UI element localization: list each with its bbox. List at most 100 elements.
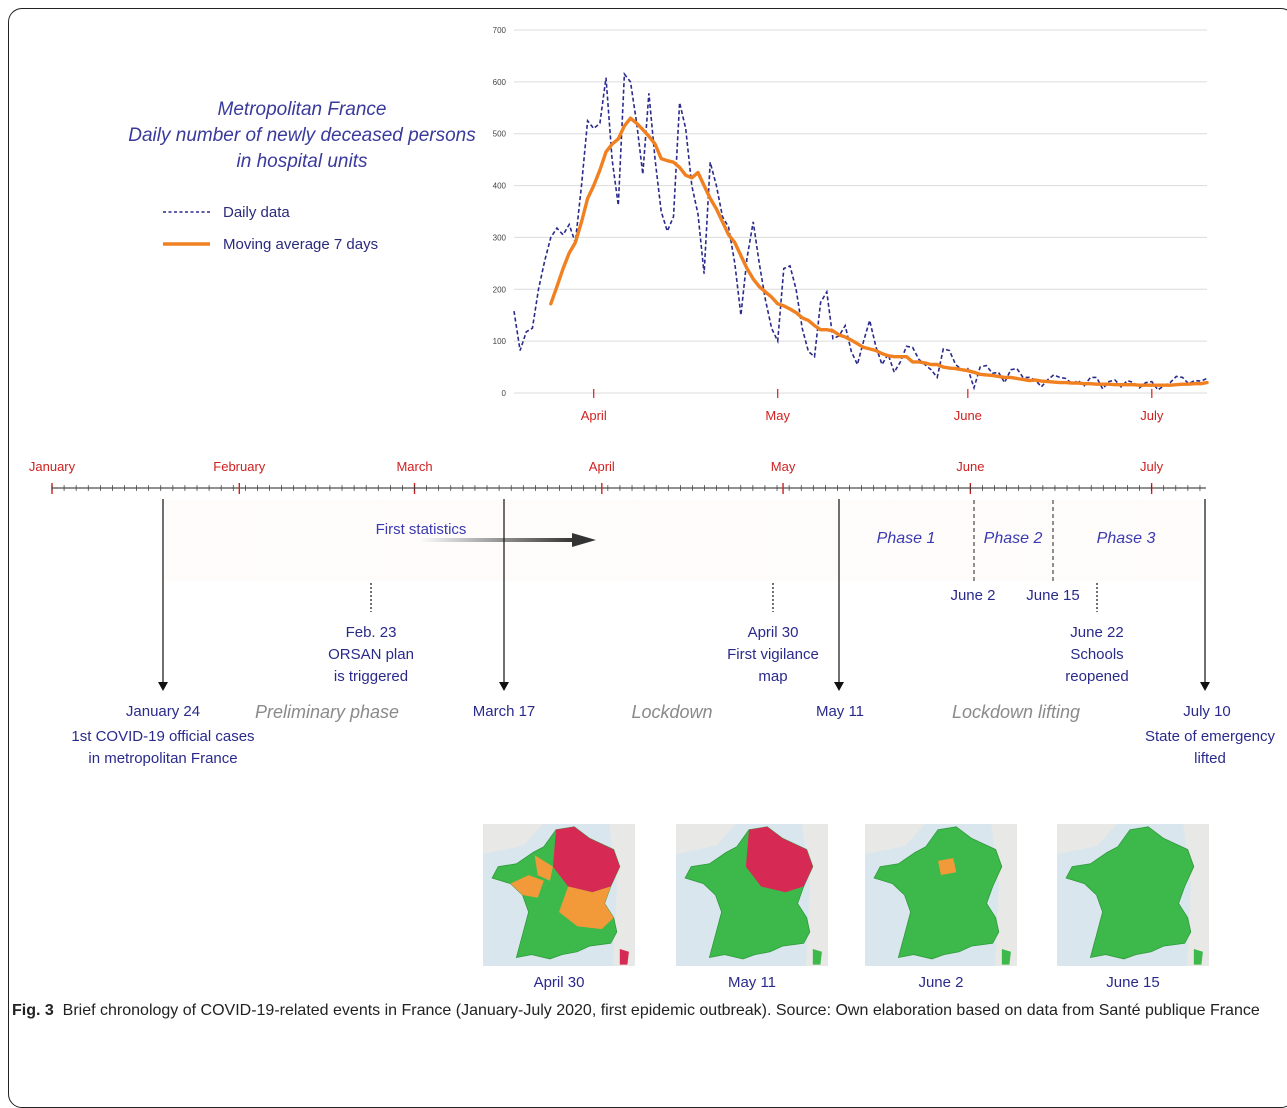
- phase-3-label: Phase 3: [1097, 530, 1156, 547]
- map-corsica-green: [1001, 949, 1011, 965]
- map-region-orange-west: [510, 875, 544, 898]
- map-region-orange-east: [559, 886, 614, 930]
- caption-text: Brief chronology of COVID-19-related eve…: [62, 1002, 1260, 1019]
- x-tick-label-april: April: [581, 408, 607, 423]
- may11-marker-arrow: [834, 682, 844, 691]
- jun22-line-2: Schools: [1070, 646, 1123, 663]
- first-statistics-annotation: First statistics: [376, 521, 596, 547]
- x-tick-label-july: July: [1140, 408, 1164, 423]
- jul10-date: July 10: [1183, 703, 1231, 720]
- lockdown-lifting-label: Lockdown lifting: [952, 702, 1080, 722]
- timeline-month-march: March: [396, 459, 432, 474]
- feb23-line-3: is triggered: [334, 668, 408, 685]
- period-band: [165, 500, 1201, 581]
- chart-title-line-3: in hospital units: [237, 151, 368, 172]
- phase-labels: Phase 1 Phase 2 Phase 3: [877, 530, 1156, 547]
- may11-date: May 11: [816, 703, 864, 720]
- legend-label-daily: Daily data: [223, 204, 290, 221]
- vigilance-map-june-2: June 2: [865, 824, 1017, 991]
- jan24-line-3: in metropolitan France: [88, 750, 237, 767]
- feb23-date: Feb. 23: [346, 624, 397, 641]
- vigilance-maps: April 30 May 11 June 2 June 15: [483, 824, 1209, 991]
- jun15-label: June 15: [1026, 587, 1079, 604]
- map-england-land: [676, 824, 736, 854]
- first-statistics-label: First statistics: [376, 521, 467, 538]
- mar17-date: March 17: [473, 703, 536, 720]
- figure-caption: Fig. 3 Brief chronology of COVID-19-rela…: [12, 999, 1277, 1022]
- timeline: January February March April May June July Fir…: [29, 459, 1276, 767]
- jan24-line-2: 1st COVID-19 official cases: [71, 728, 254, 745]
- timeline-month-labels: January February March April May June July: [29, 459, 1164, 474]
- map-france-green: [873, 826, 1003, 960]
- chart-title-line-1: Metropolitan France: [218, 99, 387, 120]
- preliminary-phase-label: Preliminary phase: [255, 702, 399, 722]
- jul10-marker-arrow: [1200, 682, 1210, 691]
- map-label-june-15: June 15: [1106, 974, 1159, 991]
- map-corsica-red: [619, 949, 629, 965]
- vigilance-map-april-30: April 30: [483, 824, 635, 991]
- y-tick-label-600: 600: [493, 78, 507, 87]
- phase-1-label: Phase 1: [877, 530, 936, 547]
- figure-svg: 0 100 200 300 400 500 600 700 April May June July …: [29, 26, 1276, 991]
- y-tick-label-700: 700: [493, 26, 507, 35]
- daily-data-series-line: [513, 71, 1208, 391]
- timeline-month-february: February: [213, 459, 266, 474]
- y-tick-label-300: 300: [493, 233, 507, 242]
- x-tick-label-may: May: [765, 408, 790, 423]
- chart-title: Metropolitan France Daily number of newl…: [128, 99, 476, 172]
- jun22-line-3: reopened: [1065, 668, 1128, 685]
- jul10-line-3: lifted: [1194, 750, 1226, 767]
- grid-lines: [514, 29, 1207, 394]
- map-region-red: [745, 826, 813, 893]
- timeline-month-april: April: [589, 459, 615, 474]
- lockdown-label: Lockdown: [631, 702, 712, 722]
- map-region-red: [552, 826, 620, 893]
- map-region-orange-north: [534, 855, 553, 881]
- map-label-may-11: May 11: [728, 974, 776, 991]
- feb23-line-2: ORSAN plan: [328, 646, 414, 663]
- map-region-orange-paris: [938, 858, 957, 876]
- y-tick-label-100: 100: [493, 337, 507, 346]
- jan24-marker-arrow: [158, 682, 168, 691]
- x-tick-label-june: June: [954, 408, 982, 423]
- jun22-date: June 22: [1070, 624, 1123, 641]
- y-tick-label-200: 200: [493, 285, 507, 294]
- timeline-month-may: May: [771, 459, 796, 474]
- vigilance-map-june-15: June 15: [1057, 824, 1209, 991]
- jan24-date: January 24: [126, 703, 200, 720]
- legend: Daily data Moving average 7 days: [163, 204, 378, 253]
- y-tick-label-500: 500: [493, 130, 507, 139]
- timeline-month-july: July: [1140, 459, 1164, 474]
- map-corsica-green: [812, 949, 822, 965]
- mar17-marker-arrow: [499, 682, 509, 691]
- map-label-april-30: April 30: [534, 974, 585, 991]
- map-corsica-green: [1193, 949, 1203, 965]
- apr30-line-3: map: [758, 668, 787, 685]
- vigilance-map-may-11: May 11: [676, 824, 828, 991]
- apr30-line-2: First vigilance: [727, 646, 819, 663]
- map-france-green: [1065, 826, 1195, 960]
- map-england-land: [865, 824, 925, 854]
- map-england-land: [483, 824, 543, 854]
- apr30-date: April 30: [748, 624, 799, 641]
- event-markers: [158, 499, 1210, 691]
- timeline-month-january: January: [29, 459, 76, 474]
- jun2-label: June 2: [950, 587, 995, 604]
- timeline-month-june: June: [956, 459, 984, 474]
- first-statistics-arrow-shaft: [418, 538, 574, 542]
- legend-label-moving-average: Moving average 7 days: [223, 236, 378, 253]
- y-axis-tick-labels: 0 100 200 300 400 500 600 700: [493, 26, 507, 398]
- map-label-june-2: June 2: [918, 974, 963, 991]
- map-england-land: [1057, 824, 1117, 854]
- event-labels: June 2 June 15 Feb. 23 ORSAN plan is tri…: [71, 587, 1275, 767]
- y-tick-label-400: 400: [493, 182, 507, 191]
- moving-average-series-line: [549, 116, 1209, 387]
- x-axis: April May June July: [581, 389, 1164, 423]
- first-statistics-arrow-head: [572, 533, 596, 547]
- y-tick-label-0: 0: [502, 389, 507, 398]
- phase-2-label: Phase 2: [984, 530, 1043, 547]
- period-labels: Preliminary phase Lockdown Lockdown lift…: [255, 702, 1080, 722]
- jul10-line-2: State of emergency: [1145, 728, 1276, 745]
- caption-label: Fig. 3: [12, 1002, 54, 1019]
